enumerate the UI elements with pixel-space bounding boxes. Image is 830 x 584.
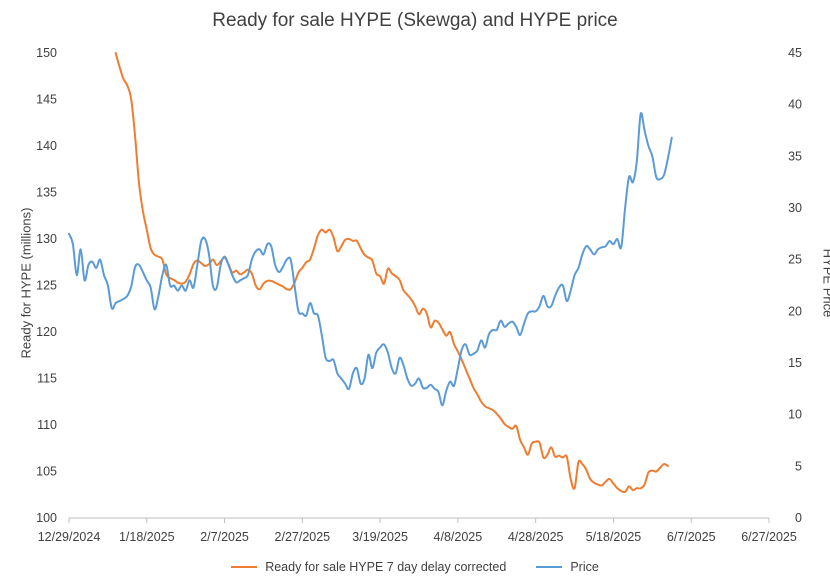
y-right-tick-label: 15 [788,356,802,370]
x-tick-label: 12/29/2024 [38,530,101,544]
x-tick-label: 6/7/2025 [667,530,716,544]
series-line-price [68,111,673,407]
y-left-tick-label: 100 [36,511,57,525]
legend-item-price: Price [536,560,599,574]
y-right-tick-label: 35 [788,149,802,163]
y-left-tick-label: 125 [36,279,57,293]
y-left-tick-label: 135 [36,186,57,200]
chart-title: Ready for sale HYPE (Skewga) and HYPE pr… [212,10,618,31]
x-tick-label: 2/27/2025 [275,530,331,544]
legend-label-price: Price [570,560,599,574]
x-tick-label: 4/28/2025 [508,530,564,544]
legend-swatch-orange [231,566,258,568]
y-left-tick-label: 140 [36,139,57,153]
legend-swatch-blue [536,566,563,568]
series-line-ready-for-sale [114,52,669,494]
y-right-tick-label: 5 [795,459,802,473]
y-right-tick-label: 25 [788,253,802,267]
y-left-tick-label: 120 [36,325,57,339]
y-right-tick-label: 20 [788,304,802,318]
y-left-tick-label: 150 [36,46,57,60]
x-tick-label: 2/7/2025 [200,530,249,544]
y-left-tick-label: 110 [37,418,57,432]
x-tick-label: 3/19/2025 [352,530,408,544]
y-right-tick-label: 45 [788,46,802,60]
y-left-tick-label: 105 [36,465,57,479]
y-left-tick-label: 115 [37,372,57,386]
x-tick-label: 1/18/2025 [119,530,175,544]
legend-label-ready-for-sale: Ready for sale HYPE 7 day delay correcte… [265,560,507,574]
y-right-tick-label: 30 [788,201,802,215]
y-left-tick-label: 130 [36,232,57,246]
y-right-tick-label: 10 [788,408,802,422]
y-right-tick-label: 0 [795,511,802,525]
legend-item-ready-for-sale: Ready for sale HYPE 7 day delay correcte… [231,560,506,574]
y-left-tick-label: 145 [36,93,57,107]
chart-legend: Ready for sale HYPE 7 day delay correcte… [0,560,830,574]
x-tick-label: 5/18/2025 [586,530,642,544]
x-tick-label: 4/8/2025 [434,530,483,544]
y-right-tick-label: 40 [788,98,802,112]
x-tick-label: 6/27/2025 [741,530,797,544]
